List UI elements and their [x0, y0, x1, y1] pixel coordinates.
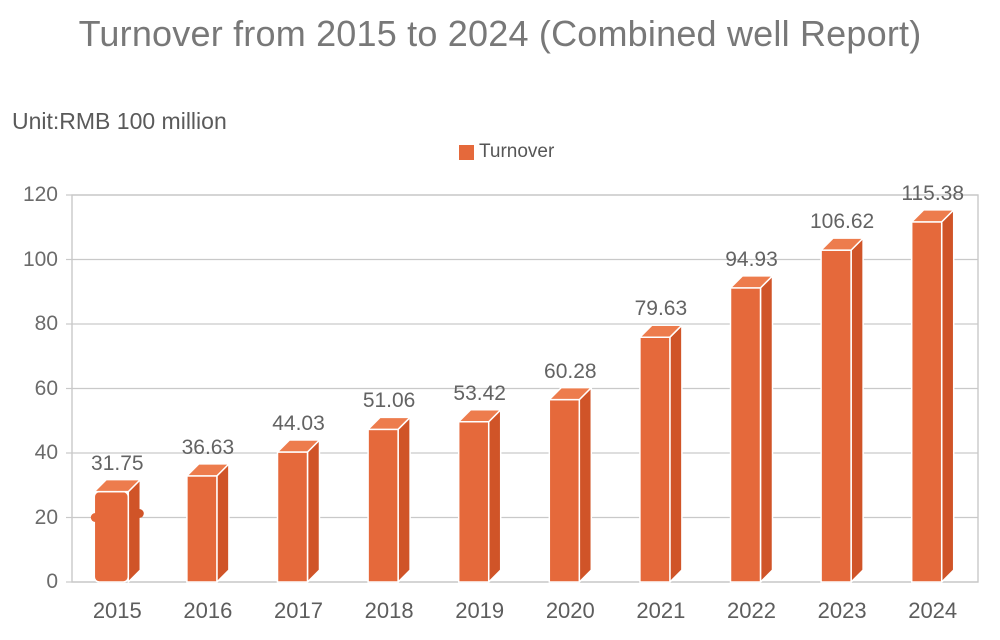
x-axis-label: 2019 [455, 598, 505, 623]
bar-top-face [276, 439, 321, 453]
bar-right-bump [134, 509, 144, 518]
bar-top-face [93, 478, 142, 493]
bar-value-label: 31.75 [91, 451, 144, 475]
bar-value-label: 51.06 [362, 389, 416, 413]
bar-front-face [186, 475, 218, 583]
bar-top-face [820, 237, 864, 251]
x-axis-label: 2017 [274, 598, 323, 623]
bar-value-label: 44.03 [272, 412, 325, 435]
x-axis-label: 2024 [908, 598, 958, 623]
x-axis-label: 2023 [817, 598, 867, 623]
bar-value-label: 115.38 [901, 181, 965, 205]
x-axis-label: 2016 [183, 598, 233, 623]
bar-side-face [759, 275, 774, 583]
bar-side-face [578, 386, 593, 583]
bar-left-bump [90, 513, 100, 522]
bar-side-face [669, 324, 683, 583]
bar-front-face [639, 336, 671, 583]
bar-front-face [276, 451, 309, 583]
bar-value-label: 53.42 [453, 381, 506, 405]
bar-front-face [729, 287, 762, 583]
bar-front-face [93, 490, 130, 583]
bar-side-face [306, 439, 321, 583]
bar-side-face [940, 209, 955, 583]
bar-side-face [127, 478, 142, 583]
x-axis-label: 2015 [92, 598, 142, 623]
bar-front-face [820, 249, 852, 583]
bar-front-face [910, 221, 943, 583]
x-axis-label: 2022 [727, 598, 776, 623]
y-axis-label: 60 [34, 376, 58, 400]
y-axis-label: 120 [22, 183, 58, 206]
y-axis-label: 20 [34, 505, 58, 529]
x-axis-label: 2020 [545, 598, 595, 623]
y-axis-label: 40 [34, 441, 58, 464]
bar-side-face [397, 416, 411, 583]
bar-top-face [548, 386, 593, 401]
bar-front-face [457, 420, 490, 583]
bar-value-label: 36.63 [181, 435, 235, 459]
bar-side-face [850, 237, 864, 583]
bar-top-face [729, 275, 774, 289]
bar-top-face [186, 463, 230, 477]
bar-value-label: 79.63 [634, 297, 688, 321]
bar-side-face [487, 408, 502, 583]
plot-border [71, 194, 979, 583]
unit-label: Unit:RMB 100 million [12, 108, 227, 134]
bar-front-face [367, 428, 399, 583]
bar-value-label: 60.28 [544, 359, 597, 383]
bar-top-face [910, 209, 955, 223]
y-axis-label: 100 [22, 247, 58, 271]
bar-front-face [548, 398, 581, 583]
bar-top-face [457, 408, 502, 423]
legend: Turnover [459, 141, 554, 163]
x-axis-label: 2021 [636, 598, 686, 623]
x-axis-label: 2018 [364, 598, 414, 623]
bar-value-label: 94.93 [725, 247, 778, 271]
bar-top-face [639, 324, 683, 338]
y-axis-label: 0 [46, 570, 58, 593]
bar-side-face [216, 463, 230, 583]
y-axis-label: 80 [34, 312, 58, 335]
legend-swatch-icon [459, 144, 474, 160]
legend-label: Turnover [479, 141, 555, 162]
chart-title: Turnover from 2015 to 2024 (Combined wel… [78, 13, 922, 54]
bar-top-face [367, 416, 411, 431]
bar-value-label: 106.62 [809, 210, 875, 234]
